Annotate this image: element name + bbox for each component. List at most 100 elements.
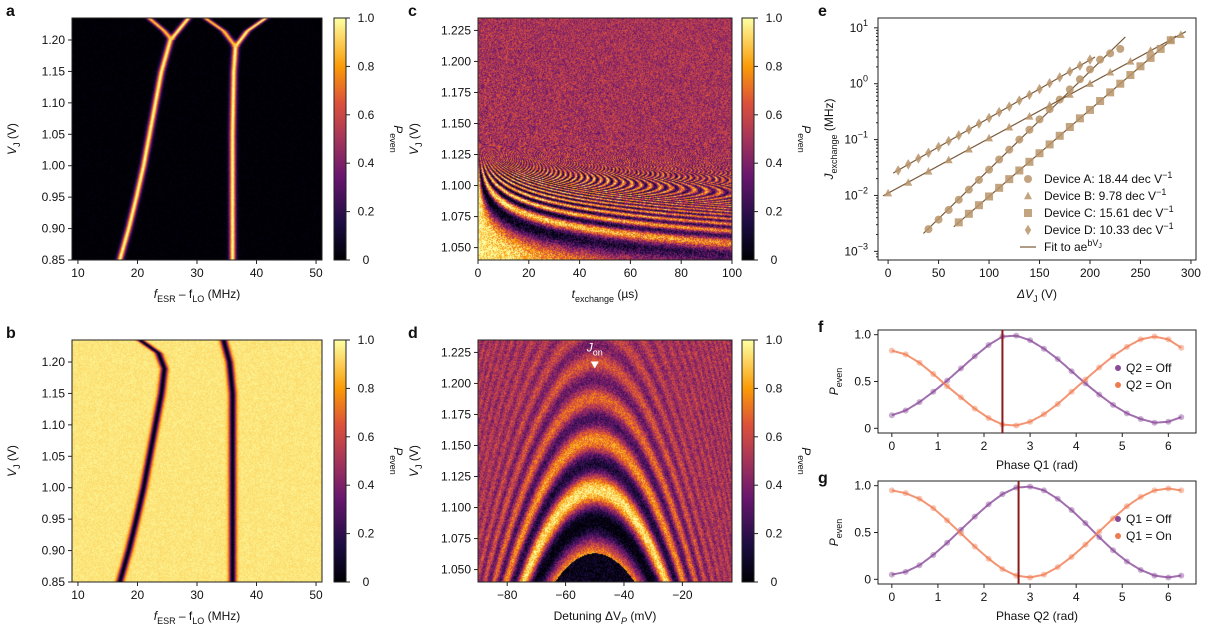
x-tick-label: 6 xyxy=(1165,439,1172,453)
data-point-device-a xyxy=(995,155,1004,164)
data-point-device-d xyxy=(945,135,952,147)
data-point-device-c xyxy=(985,192,994,201)
x-tick-label: −80 xyxy=(497,588,518,602)
y-tick-label: 0.85 xyxy=(42,575,66,589)
y-tick-label: 1.0 xyxy=(854,479,871,493)
y-tick-label: 1.20 xyxy=(42,355,66,369)
data-point-device-c xyxy=(1005,175,1014,184)
x-tick-label: 5 xyxy=(1119,590,1126,604)
x-axis-label: texchange (µs) xyxy=(572,287,639,304)
data-point-device-b xyxy=(1065,90,1074,98)
data-point xyxy=(1123,503,1130,510)
y-tick-label: 1.100 xyxy=(441,179,471,193)
x-tick-label: 0 xyxy=(475,266,482,280)
legend-marker xyxy=(1115,382,1121,388)
colorbar-tick-label: 0.8 xyxy=(358,381,375,395)
y-tick-label: 1.05 xyxy=(42,127,66,141)
x-tick-label: 20 xyxy=(131,588,145,602)
data-point-device-c xyxy=(974,201,983,210)
data-point-device-c xyxy=(964,209,973,218)
data-point xyxy=(1068,507,1075,514)
data-point xyxy=(930,371,937,378)
data-point-device-d xyxy=(1036,83,1043,95)
heatmap-b xyxy=(72,340,322,582)
data-point-device-d xyxy=(1076,60,1084,71)
data-point xyxy=(1137,566,1144,573)
y-tick-label: 1.15 xyxy=(42,386,66,400)
y-tick-label: 0 xyxy=(864,421,871,435)
x-tick-label: 20 xyxy=(522,266,536,280)
panel-label-c: c xyxy=(408,3,417,20)
data-point-device-b xyxy=(1025,112,1034,120)
y-tick-label: 0.85 xyxy=(42,253,66,267)
data-point xyxy=(1096,391,1103,398)
colorbar-tick-label: 0.4 xyxy=(766,478,783,492)
data-point-device-d xyxy=(985,112,993,124)
y-tick-label: 1.05 xyxy=(42,449,66,463)
data-point-device-b xyxy=(964,144,973,153)
data-point xyxy=(1165,336,1172,343)
x-tick-label: 3 xyxy=(1027,590,1034,604)
data-point xyxy=(1178,344,1185,351)
data-point-device-a xyxy=(1035,115,1044,124)
data-point-device-b xyxy=(1045,100,1054,109)
panel-label-a: a xyxy=(6,3,15,20)
colorbar-tick-label: 0.4 xyxy=(358,156,375,170)
x-tick-label: 0 xyxy=(888,439,895,453)
data-point xyxy=(888,487,895,494)
y-tick-label: 1.00 xyxy=(42,481,66,495)
data-point-device-a xyxy=(1025,125,1034,134)
data-point xyxy=(971,353,978,360)
fit-curve-1 xyxy=(891,487,1182,579)
y-tick-label: 1.00 xyxy=(42,159,66,173)
x-tick-label: −40 xyxy=(614,588,635,602)
colorbar-tick-label: 1.0 xyxy=(358,333,375,347)
data-point xyxy=(930,551,937,558)
data-point-device-a xyxy=(954,195,963,204)
data-point-device-d xyxy=(965,124,973,135)
data-point-device-b xyxy=(1126,57,1135,65)
data-point xyxy=(1040,411,1047,418)
data-point-device-a xyxy=(974,175,983,184)
colorbar-tick-label: 0 xyxy=(771,253,778,267)
x-tick-label: −60 xyxy=(555,588,576,602)
data-point-device-d xyxy=(915,153,922,164)
data-point-device-d xyxy=(975,118,983,129)
plot-frame-c xyxy=(477,17,733,261)
x-tick-label: 4 xyxy=(1073,439,1080,453)
data-point-device-b xyxy=(1106,67,1115,76)
data-point-device-b xyxy=(1005,122,1014,131)
data-point xyxy=(1096,528,1103,535)
x-tick-label: 40 xyxy=(250,588,264,602)
x-tick-label: 30 xyxy=(190,588,204,602)
y-tick-label: 1.150 xyxy=(441,116,471,130)
data-point-device-d xyxy=(1086,54,1094,65)
data-point-device-d xyxy=(925,147,932,159)
x-tick-label: 0 xyxy=(888,590,895,604)
data-point xyxy=(930,505,937,512)
data-point-device-c xyxy=(1065,123,1074,132)
colorbar-tick-label: 1.0 xyxy=(766,11,783,25)
y-tick-label: 10−2 xyxy=(844,185,868,202)
panel-e: 0 50 100 150 200 250 300 10−3 10−2 10−1 100 101 ΔVJ … xyxy=(818,3,1201,304)
x-tick-label: 40 xyxy=(573,266,587,280)
data-point-device-a xyxy=(934,215,943,224)
y-tick-label: 1.225 xyxy=(441,23,471,37)
data-point xyxy=(1110,401,1117,408)
data-point xyxy=(1178,414,1185,421)
colorbar-tick-label: 0.2 xyxy=(766,205,783,219)
colorbar-tick-label: 0.8 xyxy=(766,381,783,395)
data-point-device-c xyxy=(1166,36,1175,45)
x-tick-label: 150 xyxy=(1030,266,1050,280)
heatmap-a xyxy=(72,18,322,260)
colorbar xyxy=(333,339,347,583)
legend-entry: Device A: 18.44 dec V−1 xyxy=(1044,170,1172,186)
colorbar-tick-label: 0.8 xyxy=(766,59,783,73)
data-point xyxy=(1054,495,1061,502)
data-point-device-c xyxy=(954,218,963,227)
y-axis-label: Peven xyxy=(827,368,844,396)
y-tick-label: 1.225 xyxy=(441,345,471,359)
legend-entry: Device B: 9.78 dec V−1 xyxy=(1044,187,1166,203)
colorbar-tick-label: 0.4 xyxy=(766,156,783,170)
